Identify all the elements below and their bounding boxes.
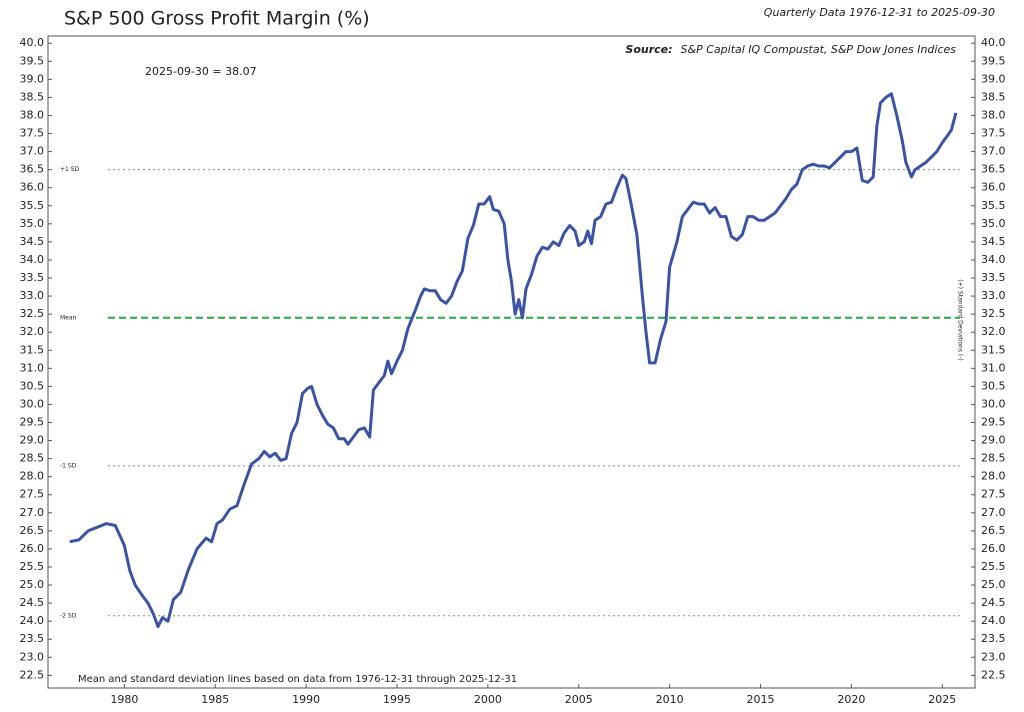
y-tick-label: 27.5 [20, 488, 45, 501]
y2-tick-label: 22.5 [981, 668, 1006, 681]
y2-tick-label: 40.0 [981, 36, 1006, 49]
y2-tick-label: 30.0 [981, 397, 1006, 410]
y2-tick-label: 33.5 [981, 271, 1006, 284]
y2-tick-label: 23.5 [981, 632, 1006, 645]
x-tick-label: 1995 [383, 693, 411, 706]
source-text: S&P Capital IQ Compustat, S&P Dow Jones … [681, 43, 957, 56]
y-tick-label: 33.5 [20, 271, 45, 284]
y-tick-label: 24.5 [20, 596, 45, 609]
y-tick-label: 37.5 [20, 127, 45, 140]
x-tick-label: 2020 [837, 693, 865, 706]
y-tick-label: 38.0 [20, 108, 45, 121]
y2-tick-label: 32.0 [981, 325, 1006, 338]
y2-tick-label: 37.0 [981, 145, 1006, 158]
y-tick-label: 24.0 [20, 614, 45, 627]
y2-tick-label: 27.5 [981, 488, 1006, 501]
y-tick-label: 35.5 [20, 199, 45, 212]
reference-label: +1 SD [60, 166, 80, 173]
y2-tick-label: 39.5 [981, 54, 1006, 67]
y2-tick-label: 31.0 [981, 361, 1006, 374]
y-tick-label: 29.5 [20, 416, 45, 429]
y-tick-label: 27.0 [20, 506, 45, 519]
y-tick-label: 36.5 [20, 163, 45, 176]
reference-label: Mean [60, 314, 77, 321]
y2-tick-label: 25.0 [981, 578, 1006, 591]
y2-tick-label: 31.5 [981, 343, 1006, 356]
x-tick-label: 1980 [110, 693, 138, 706]
source: Source: S&P Capital IQ Compustat, S&P Dow… [625, 43, 956, 56]
y2-tick-label: 34.0 [981, 253, 1006, 266]
y2-tick-label: 30.5 [981, 379, 1006, 392]
x-tick-label: 2010 [656, 693, 684, 706]
y-tick-label: 29.0 [20, 434, 45, 447]
reference-label: -2 SD [60, 612, 77, 619]
y-tick-label: 35.0 [20, 217, 45, 230]
y2-tick-label: 29.0 [981, 434, 1006, 447]
y2-tick-label: 36.0 [981, 181, 1006, 194]
y-tick-label: 28.0 [20, 470, 45, 483]
data-line [69, 92, 958, 629]
y-tick-label: 33.0 [20, 289, 45, 302]
y2-tick-label: 39.0 [981, 72, 1006, 85]
y2-tick-label: 25.5 [981, 560, 1006, 573]
y-tick-label: 39.5 [20, 54, 45, 67]
y-tick-label: 23.5 [20, 632, 45, 645]
y2-tick-label: 27.0 [981, 506, 1006, 519]
footnote: Mean and standard deviation lines based … [78, 674, 517, 685]
y-tick-label: 30.0 [20, 397, 45, 410]
chart-subtitle: Quarterly Data 1976-12-31 to 2025-09-30 [764, 6, 995, 19]
y-tick-label: 31.0 [20, 361, 45, 374]
y-tick-label: 25.5 [20, 560, 45, 573]
y2-tick-label: 29.5 [981, 416, 1006, 429]
y-tick-label: 40.0 [20, 36, 45, 49]
x-tick-label: 2025 [928, 693, 956, 706]
annotation: 2025-09-30 = 38.07 [145, 65, 257, 78]
x-tick-label: 2005 [565, 693, 593, 706]
y2-tick-label: 28.0 [981, 470, 1006, 483]
x-tick-label: 2015 [747, 693, 775, 706]
y-tick-label: 32.0 [20, 325, 45, 338]
y-tick-label: 28.5 [20, 452, 45, 465]
chart-title: S&P 500 Gross Profit Margin (%) [64, 8, 370, 30]
y-tick-label: 38.5 [20, 90, 45, 103]
y-tick-label: 26.5 [20, 524, 45, 537]
x-tick-label: 1985 [201, 693, 229, 706]
y2-tick-label: 26.0 [981, 542, 1006, 555]
y2-tick-label: 38.0 [981, 108, 1006, 121]
y2-tick-label: 36.5 [981, 163, 1006, 176]
y-tick-label: 34.0 [20, 253, 45, 266]
y2-tick-label: 32.5 [981, 307, 1006, 320]
source-label: Source: [625, 43, 672, 56]
x-tick-label: 1990 [292, 693, 320, 706]
y-tick-label: 22.5 [20, 668, 45, 681]
y2-tick-label: 35.5 [981, 199, 1006, 212]
reference-label: -1 SD [60, 462, 77, 469]
y-tick-label: 25.0 [20, 578, 45, 591]
y2-tick-label: 35.0 [981, 217, 1006, 230]
y-tick-label: 39.0 [20, 72, 45, 85]
y2-tick-label: 26.5 [981, 524, 1006, 537]
y-tick-label: 30.5 [20, 379, 45, 392]
y-tick-label: 26.0 [20, 542, 45, 555]
y2-tick-label: 24.0 [981, 614, 1006, 627]
plot-frame [47, 35, 976, 689]
y2-tick-label: 38.5 [981, 90, 1006, 103]
y-tick-label: 36.0 [20, 181, 45, 194]
y2-tick-label: 23.0 [981, 650, 1006, 663]
y-tick-label: 37.0 [20, 145, 45, 158]
y2-tick-label: 33.0 [981, 289, 1006, 302]
x-tick-label: 2000 [474, 693, 502, 706]
y-tick-label: 34.5 [20, 235, 45, 248]
y2-tick-label: 24.5 [981, 596, 1006, 609]
y-tick-label: 23.0 [20, 650, 45, 663]
y2-tick-label: 28.5 [981, 452, 1006, 465]
y-tick-label: 31.5 [20, 343, 45, 356]
y-tick-label: 32.5 [20, 307, 45, 320]
y2-tick-label: 37.5 [981, 127, 1006, 140]
y2-axis-label: (+) Standard Deviations (-) [957, 279, 964, 360]
y2-tick-label: 34.5 [981, 235, 1006, 248]
